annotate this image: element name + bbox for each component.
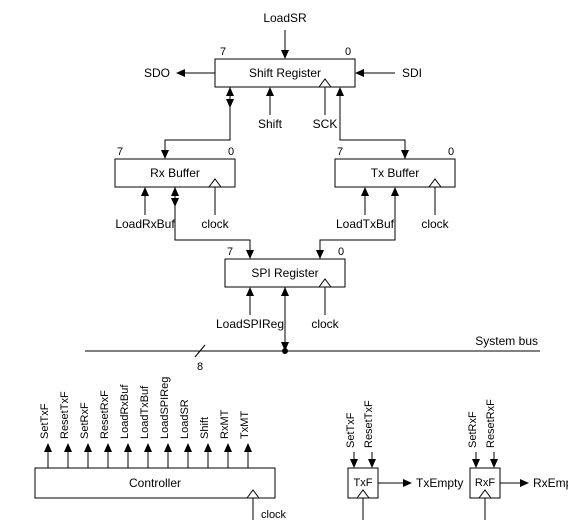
sdi-label: SDI <box>402 66 422 80</box>
loadspireg-arrow: LoadSPIReg <box>216 287 284 331</box>
controller-signal-label: RxMT <box>219 409 231 439</box>
controller-signals: SetTxF ResetTxF SetRxF ResetRxF LoadRxBuf Loa… <box>39 377 252 468</box>
sck-label: SCK <box>313 117 338 131</box>
spi-clock-label: clock <box>311 317 339 331</box>
shift-register-label: Shift Register <box>249 66 321 80</box>
tx-to-sr-path <box>336 87 409 159</box>
controller-block: Controller clock <box>35 468 287 521</box>
system-bus-label: System bus <box>475 334 538 348</box>
controller-signal-label: LoadSR <box>179 399 191 439</box>
controller-label: Controller <box>129 476 181 490</box>
controller-signal-label: LoadSPIReg <box>159 377 171 439</box>
spi-register-msb: 7 <box>227 246 233 258</box>
spi-block-diagram: Shift Register 7 0 LoadSR SDO SDI Shift … <box>0 0 568 531</box>
loadspireg-label: LoadSPIReg <box>216 317 284 331</box>
controller-signal-label: TxMT <box>239 411 251 439</box>
sr-to-rx-path <box>161 87 234 159</box>
tx-clock-label: clock <box>421 217 449 231</box>
loadrxbuf-arrow: LoadRxBuf <box>115 187 175 231</box>
spi-register-label: SPI Register <box>251 266 318 280</box>
controller-signal-label: LoadTxBuf <box>139 385 151 439</box>
rxf-signal-label: SetRxF <box>467 411 479 448</box>
rx-buffer-lsb: 0 <box>228 146 234 158</box>
sdi-arrow: SDI <box>355 66 422 80</box>
rx-buffer-label: Rx Buffer <box>150 166 200 180</box>
rxf-signal-label: ResetRxF <box>485 399 497 448</box>
controller-signal-label: Shift <box>199 417 211 439</box>
rxempty-label: RxEmpty <box>533 476 568 490</box>
bus-width-label: 8 <box>197 361 203 373</box>
controller-signal-label: ResetRxF <box>99 390 111 439</box>
txempty-label: TxEmpty <box>416 476 463 490</box>
sdo-label: SDO <box>144 66 170 80</box>
rxf-label: RxF <box>475 477 495 489</box>
tx-buffer-msb: 7 <box>337 146 343 158</box>
txf-signal-label: ResetTxF <box>363 400 375 448</box>
sdo-arrow: SDO <box>144 66 215 80</box>
loadtxbuf-arrow: LoadTxBuf <box>336 187 395 231</box>
rx-buffer-msb: 7 <box>117 146 123 158</box>
controller-signal-label: LoadRxBuf <box>119 384 131 439</box>
rxf-signals: SetRxF ResetRxF <box>467 399 498 468</box>
loadsr-arrow: LoadSR <box>263 11 307 59</box>
shift-register-lsb: 0 <box>345 46 351 58</box>
txf-signals: SetTxF ResetTxF <box>345 400 376 468</box>
txf-block: TxF TxEmpty <box>348 468 463 520</box>
system-bus: System bus 8 <box>85 334 540 373</box>
shift-register-msb: 7 <box>220 46 226 58</box>
shift-arrow: Shift <box>258 87 283 131</box>
loadtxbuf-label: LoadTxBuf <box>336 217 395 231</box>
controller-signal-label: ResetTxF <box>59 391 71 439</box>
spi-register-lsb: 0 <box>338 246 344 258</box>
controller-signal-label: SetRxF <box>79 402 91 439</box>
tx-buffer-label: Tx Buffer <box>371 166 419 180</box>
txf-signal-label: SetTxF <box>345 412 357 448</box>
controller-clock-label: clock <box>261 509 287 521</box>
tx-buffer-lsb: 0 <box>448 146 454 158</box>
rx-clock-label: clock <box>201 217 229 231</box>
shift-label: Shift <box>258 117 283 131</box>
txf-label: TxF <box>354 477 373 489</box>
loadsr-label: LoadSR <box>263 11 307 25</box>
controller-signal-label: SetTxF <box>39 403 51 439</box>
loadrxbuf-label: LoadRxBuf <box>115 217 175 231</box>
rxf-block: RxF RxEmpty <box>470 468 568 520</box>
